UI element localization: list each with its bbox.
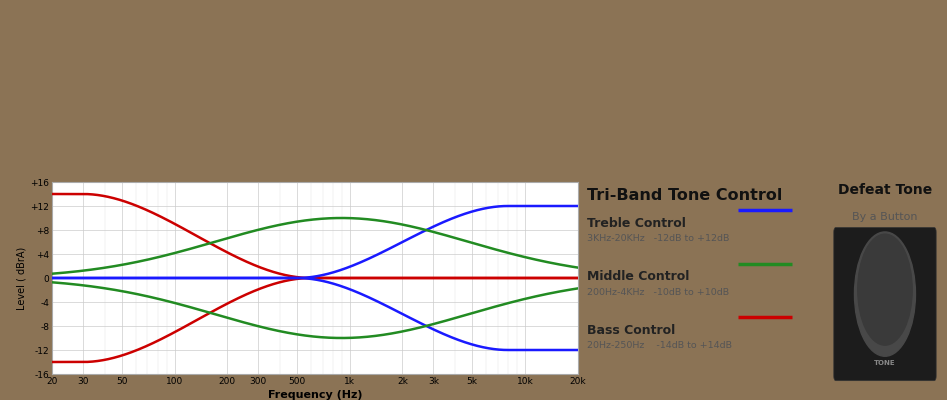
Text: Treble Control: Treble Control <box>587 216 686 230</box>
Y-axis label: Level ( dBrA): Level ( dBrA) <box>16 246 27 310</box>
Text: Bass Control: Bass Control <box>587 324 675 337</box>
Text: 20Hz-250Hz    -14dB to +14dB: 20Hz-250Hz -14dB to +14dB <box>587 341 732 350</box>
Text: TONE: TONE <box>874 360 896 366</box>
Text: Middle Control: Middle Control <box>587 270 689 283</box>
Text: 200Hz-4KHz   -10dB to +10dB: 200Hz-4KHz -10dB to +10dB <box>587 288 729 297</box>
X-axis label: Frequency (Hz): Frequency (Hz) <box>268 390 362 400</box>
Circle shape <box>858 234 912 345</box>
Text: By a Button: By a Button <box>852 212 918 222</box>
Text: Tri-Band Tone Control: Tri-Band Tone Control <box>587 188 782 203</box>
Circle shape <box>854 232 916 356</box>
Text: 3KHz-20KHz   -12dB to +12dB: 3KHz-20KHz -12dB to +12dB <box>587 234 729 243</box>
Text: Defeat Tone: Defeat Tone <box>838 183 932 197</box>
FancyBboxPatch shape <box>833 228 937 381</box>
